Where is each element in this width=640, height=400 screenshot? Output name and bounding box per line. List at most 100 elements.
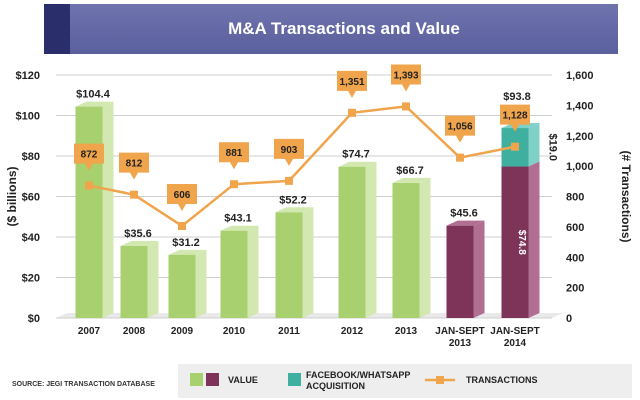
legend-box [178,364,632,398]
transactions-callout [119,152,149,180]
bar-side [247,225,259,318]
value-bar-5 [338,161,377,318]
x-tick-label: 2014 [504,338,527,349]
transactions-callout [74,143,104,171]
transactions-callout [445,115,475,143]
transactions-marker [178,221,186,230]
y-tick-label: $80 [22,151,40,163]
x-tick-label: 2013 [449,338,472,349]
legend-swatch-value-ytd [206,373,219,386]
transactions-marker [456,153,464,162]
value-bar-2 [168,249,207,318]
value-bar-1 [120,240,159,318]
value-label: $45.6 [450,208,478,220]
bar-front [75,106,103,318]
transactions-line: 872 812 606 881 903 1,351 1,393 1,056 1,128 [74,64,530,230]
transactions-callout [274,138,304,166]
bar-top [75,101,114,107]
bar-side [102,101,114,318]
bar-top [168,249,207,255]
bar-front [338,166,366,318]
transactions-label: 606 [174,190,191,201]
y2-tick-label: 1,000 [566,161,594,173]
transactions-label: 1,393 [393,70,418,81]
y-tick-label: $0 [28,313,40,325]
bar-side [473,220,485,318]
value-bar-7 [446,220,485,318]
value-label: $74.7 [342,149,370,161]
bar-front [501,166,529,318]
y-axis-title: ($ billions) [5,166,19,226]
transactions-marker [348,108,356,117]
title-banner: M&A Transactions and Value [44,4,618,54]
value-label: $66.7 [396,165,424,177]
bar-front [446,225,474,318]
bar-front [392,182,420,318]
y2-tick-label: 1,600 [566,70,594,82]
transactions-label: 812 [126,159,143,170]
transactions-label: 1,128 [502,111,527,122]
y2-tick-label: 0 [566,313,572,325]
transactions-label: 1,351 [339,77,364,88]
bar-front [120,245,148,318]
facebook-value-label: $19.0 [547,134,559,162]
value-label: $104.4 [76,89,111,101]
transactions-callout [167,183,197,211]
legend-label-facebook: ACQUISITION [306,381,365,391]
total-value-label: $93.8 [503,91,531,103]
value-label: $74.8 [516,230,527,255]
chart-title: M&A Transactions and Value [228,19,460,38]
bar-side [419,177,431,318]
x-tick-label: 2010 [223,326,246,337]
y2-tick-label: 1,400 [566,100,594,112]
bar-side [302,207,314,318]
legend-swatch-value-annual [190,373,203,386]
bar-series [75,101,540,318]
value-bar-3 [220,225,259,318]
title-banner-fold [44,4,70,54]
bar-top [120,240,159,246]
bar-top [275,207,314,213]
bar-front [168,254,196,318]
bar-top [446,220,485,226]
y-tick-label: $40 [22,232,40,244]
bar-side [528,123,540,167]
bar-side [365,161,377,318]
value-label: $43.1 [224,213,252,225]
y-tick-label: $20 [22,273,40,285]
bar-side [195,249,207,318]
bar-top [392,177,431,183]
x-tick-label: JAN-SEPT [490,326,539,337]
transactions-marker [285,176,293,185]
x-tick-label: 2009 [171,326,194,337]
transactions-label: 903 [281,145,298,156]
transactions-callout [391,64,421,92]
bar-front [275,212,303,318]
y2-tick-label: 400 [566,252,584,264]
value-bar-4 [275,207,314,318]
transactions-callout [500,104,530,132]
transactions-label: 881 [226,148,243,159]
bar-front [220,230,248,318]
y2-tick-label: 1,200 [566,131,594,143]
value-bar-6 [392,177,431,318]
transactions-marker [402,102,410,111]
x-tick-label: JAN-SEPT [435,326,484,337]
transactions-label: 872 [81,150,98,161]
value-label: $31.2 [172,237,200,249]
legend-swatch-facebook [288,373,301,386]
y-tick-label: $60 [22,192,40,204]
legend: SOURCE: JEGI TRANSACTION DATABASE VALUE FA… [12,364,632,398]
data-labels: $104.4 $35.6 $31.2 $43.1 $52.2 $74.7 $66.7 $45.… [76,89,558,256]
axes: $0 $20 $40 $60 $80 $100 $120 0 200 400 600 800 1,000… [5,70,633,349]
bar-top [220,225,259,231]
y2-tick-label: 200 [566,283,584,295]
transactions-marker [130,190,138,199]
transactions-marker [230,180,238,189]
transactions-marker [85,181,93,190]
x-tick-label: 2013 [395,326,418,337]
bar-side [147,240,159,318]
x-tick-label: 2008 [123,326,146,337]
transactions-marker [511,142,519,151]
legend-label-transactions: TRANSACTIONS [466,375,538,385]
